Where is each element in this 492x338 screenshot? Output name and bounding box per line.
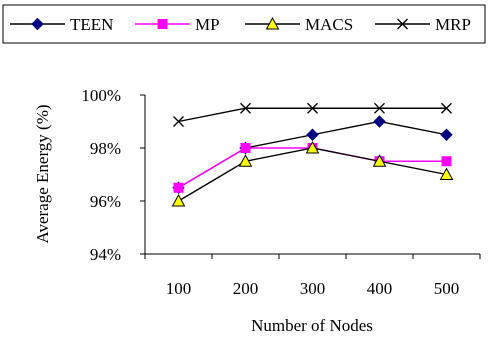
y-tick-label: 98% [90, 139, 121, 158]
series-line-mp [178, 147, 447, 189]
series-teen [172, 115, 453, 194]
y-tick-label: 94% [90, 245, 121, 264]
series-layer [171, 102, 454, 207]
legend-marker-mp [157, 19, 168, 29]
axes [144, 95, 480, 255]
data-point-mrp [441, 102, 452, 114]
series-mrp [173, 102, 452, 127]
series-line-mrp [178, 107, 447, 123]
data-point-mrp [307, 102, 318, 114]
data-point-mp [173, 182, 184, 193]
data-point-teen [306, 128, 319, 141]
legend-marker-teen [31, 17, 44, 31]
data-point-macs [305, 140, 320, 154]
data-point-macs [171, 193, 186, 207]
legend-label: MP [195, 15, 220, 34]
data-point-macs [372, 154, 387, 167]
data-point-mrp [240, 102, 251, 114]
data-point-mp [240, 143, 251, 153]
legend: TEEN MP MACS MRP [2, 4, 486, 44]
x-tick-label: 500 [434, 279, 460, 298]
data-point-macs [439, 167, 454, 180]
data-point-macs [238, 154, 253, 167]
x-tick-label: 100 [166, 279, 192, 298]
legend-label: MRP [435, 15, 471, 34]
data-point-teen [373, 115, 386, 128]
data-point-teen [440, 128, 453, 141]
x-axis-label: Number of Nodes [251, 316, 373, 335]
y-tick-label: 100% [81, 86, 121, 105]
x-tick-label: 400 [367, 279, 393, 298]
x-tick-label: 200 [233, 279, 259, 298]
legend-label: TEEN [70, 15, 113, 34]
legend-item-mrp: MRP [375, 15, 471, 34]
x-ticks: 100 200 300 400 500 [144, 254, 481, 298]
y-axis-label: Average Energy (%) [33, 104, 52, 243]
series-macs [171, 140, 454, 207]
x-tick-label: 300 [300, 279, 326, 298]
legend-item-macs: MACS [245, 15, 353, 34]
series-line-macs [178, 147, 447, 202]
data-point-mrp [374, 102, 385, 114]
legend-item-mp: MP [135, 15, 220, 34]
legend-marker-macs [265, 16, 280, 30]
y-ticks: 94% 96% 98% 100% [81, 86, 145, 264]
legend-label: MACS [305, 15, 353, 34]
legend-marker-mrp [397, 18, 408, 30]
data-point-mp [441, 156, 452, 167]
data-point-mrp [173, 116, 184, 127]
y-tick-label: 96% [90, 192, 121, 211]
legend-item-teen: TEEN [10, 15, 113, 34]
